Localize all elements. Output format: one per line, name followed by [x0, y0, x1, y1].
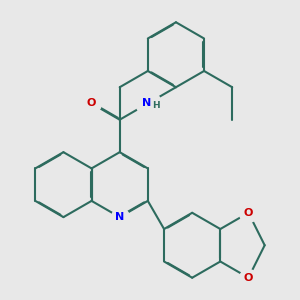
Text: H: H	[152, 100, 160, 109]
Text: O: O	[244, 208, 253, 218]
Text: N: N	[142, 98, 151, 109]
Text: O: O	[244, 273, 253, 283]
Text: O: O	[87, 98, 96, 109]
Text: N: N	[115, 212, 124, 222]
